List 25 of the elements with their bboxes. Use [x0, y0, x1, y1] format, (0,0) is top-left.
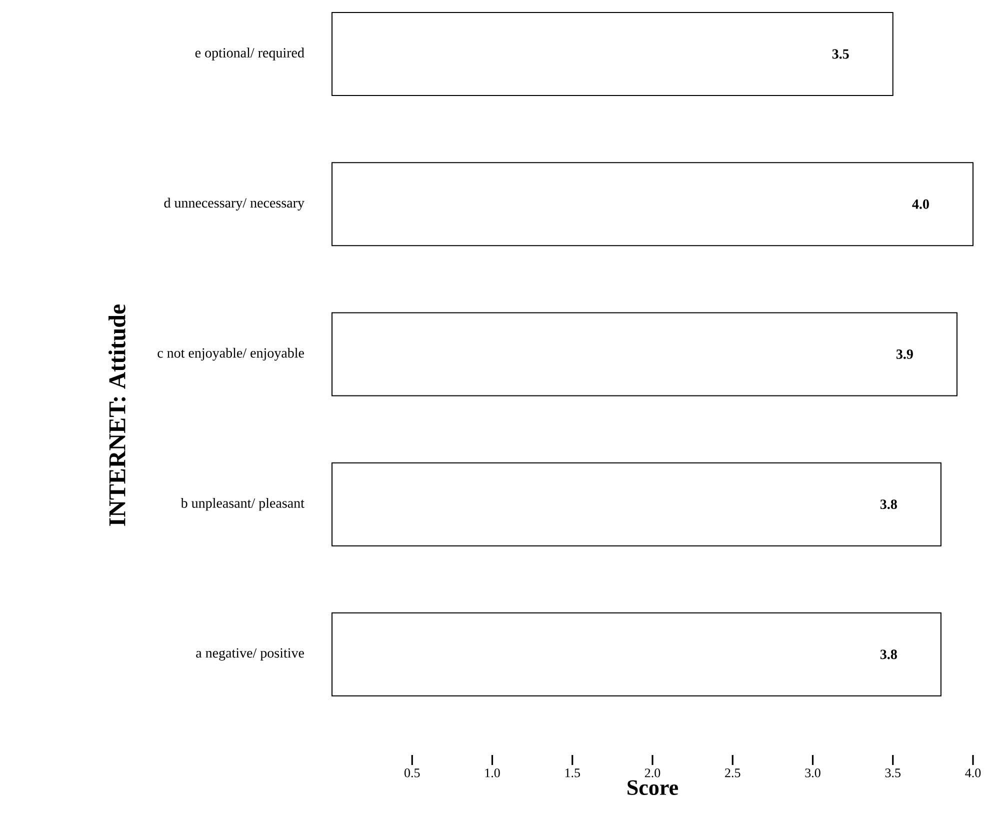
x-tick-label: 1.0: [485, 768, 500, 778]
y-tick-label: d unnecessary/ necessary: [164, 198, 304, 211]
x-tick-label: 2.0: [644, 768, 660, 778]
y-tick-label: a negative/ positive: [196, 648, 304, 661]
x-tick-label: 3.5: [885, 768, 900, 778]
y-tick-label: e optional/ required: [195, 48, 304, 60]
bar: [332, 162, 974, 246]
bar: [332, 312, 958, 396]
data-label: 3.8: [880, 500, 897, 510]
data-label: 3.9: [896, 350, 913, 359]
bar: [332, 612, 942, 696]
x-tick-label: 2.5: [725, 768, 740, 778]
x-tick-label: 4.0: [965, 768, 981, 778]
y-tick-label: b unpleasant/ pleasant: [180, 498, 304, 511]
bar: [332, 12, 894, 96]
y-tick-label: c not enjoyable/ enjoyable: [158, 348, 304, 361]
data-label: 3.8: [880, 650, 897, 660]
x-axis-title: Score: [628, 780, 678, 796]
x-tick-label: 3.0: [805, 768, 820, 778]
x-tick-label: 1.5: [565, 768, 580, 778]
y-axis-title: INTERNET: Attitude: [108, 304, 126, 526]
x-tick-label: 0.5: [404, 768, 420, 778]
data-label: 4.0: [912, 199, 929, 209]
bar: [332, 462, 942, 546]
data-label: 3.5: [832, 49, 849, 59]
